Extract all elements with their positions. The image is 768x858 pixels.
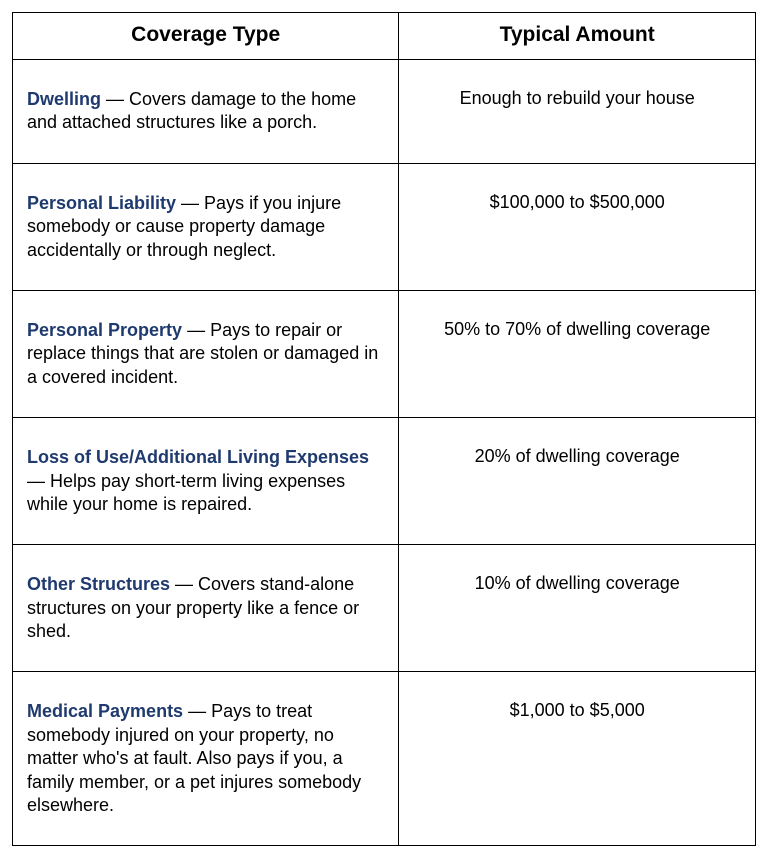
table-row: Personal Liability — Pays if you injure … xyxy=(13,163,756,290)
coverage-type-cell: Dwelling — Covers damage to the home and… xyxy=(13,60,399,164)
table-header-row: Coverage Type Typical Amount xyxy=(13,13,756,60)
typical-amount-cell: 10% of dwelling coverage xyxy=(399,545,756,672)
coverage-type-cell: Personal Property — Pays to repair or re… xyxy=(13,290,399,417)
table-row: Dwelling — Covers damage to the home and… xyxy=(13,60,756,164)
coverage-term-link[interactable]: Personal Liability xyxy=(27,193,176,213)
typical-amount-cell: 20% of dwelling coverage xyxy=(399,418,756,545)
table-row: Personal Property — Pays to repair or re… xyxy=(13,290,756,417)
table-row: Medical Payments — Pays to treat somebod… xyxy=(13,672,756,846)
coverage-table: Coverage Type Typical Amount Dwelling — … xyxy=(12,12,756,846)
table-row: Loss of Use/Additional Living Expenses —… xyxy=(13,418,756,545)
coverage-type-cell: Personal Liability — Pays if you injure … xyxy=(13,163,399,290)
typical-amount-cell: $100,000 to $500,000 xyxy=(399,163,756,290)
coverage-term-link[interactable]: Dwelling xyxy=(27,89,101,109)
coverage-type-cell: Medical Payments — Pays to treat somebod… xyxy=(13,672,399,846)
column-header-coverage-type: Coverage Type xyxy=(13,13,399,60)
coverage-description: — Helps pay short-term living expenses w… xyxy=(27,471,345,514)
coverage-term-link[interactable]: Medical Payments xyxy=(27,701,183,721)
table-row: Other Structures — Covers stand-alone st… xyxy=(13,545,756,672)
coverage-type-cell: Loss of Use/Additional Living Expenses —… xyxy=(13,418,399,545)
typical-amount-cell: 50% to 70% of dwelling coverage xyxy=(399,290,756,417)
typical-amount-cell: $1,000 to $5,000 xyxy=(399,672,756,846)
coverage-type-cell: Other Structures — Covers stand-alone st… xyxy=(13,545,399,672)
typical-amount-cell: Enough to rebuild your house xyxy=(399,60,756,164)
coverage-term-link[interactable]: Other Structures xyxy=(27,574,170,594)
coverage-term-link[interactable]: Personal Property xyxy=(27,320,182,340)
coverage-term-link[interactable]: Loss of Use/Additional Living Expenses xyxy=(27,447,369,467)
column-header-typical-amount: Typical Amount xyxy=(399,13,756,60)
